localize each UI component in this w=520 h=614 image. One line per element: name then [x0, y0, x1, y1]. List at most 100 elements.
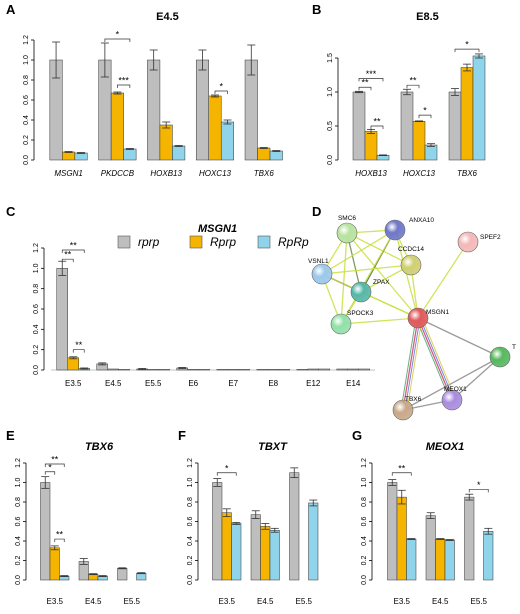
significance-bracket	[454, 48, 480, 53]
chart-title: TBX6	[85, 441, 114, 453]
category-label: E4.5	[105, 379, 122, 388]
bar-Rprp	[67, 357, 79, 371]
y-tick-label: 0.4	[187, 536, 194, 546]
category-label: HOXB13	[150, 169, 182, 178]
y-tick-label: 0.0	[15, 575, 22, 585]
significance-label: **	[409, 76, 417, 86]
network-edge	[417, 241, 469, 319]
network-edge	[340, 229, 396, 325]
category-label: E5.5	[124, 597, 141, 606]
network-edge	[346, 232, 412, 266]
significance-label: **	[373, 117, 381, 127]
bar-RpRp	[198, 369, 210, 371]
bar-rprp	[256, 369, 268, 371]
y-tick-label: 0.0	[23, 155, 30, 165]
significance-bracket	[44, 463, 65, 467]
panel-letter: C	[6, 204, 16, 219]
category-label: E7	[228, 379, 238, 388]
network-node-spef2	[457, 231, 479, 253]
significance-bracket	[406, 84, 420, 89]
bar-rprp	[250, 514, 261, 581]
y-tick-label: 0.2	[33, 345, 40, 355]
y-tick-label: 0.2	[187, 556, 194, 566]
bar-Rprp	[208, 95, 222, 161]
legend-label-RpRp: RpRp	[278, 235, 309, 249]
bar-rprp	[400, 91, 414, 161]
panel-f: F TBXT 0.0 0.2 0.4 0.6 0.8 1.0 1.2 E3.5 E4.5 E5.5 *	[178, 428, 319, 606]
panel-a: A E4.5 0.0 0.2 0.4 0.6 0.8 1.0 1.2 MSGN1 PKDCCB HOX…	[6, 2, 283, 178]
network-node-label: CCDC14	[398, 246, 424, 253]
panel-letter: E	[6, 428, 15, 443]
bar-RpRp	[318, 368, 330, 371]
network-edge	[321, 264, 412, 275]
bar-rprp	[464, 496, 475, 581]
bar-Rprp	[107, 368, 119, 371]
y-tick-label: 0.0	[33, 365, 40, 375]
category-label: E3.5	[394, 597, 411, 606]
significance-bracket	[214, 90, 228, 94]
category-label: MSGN1	[54, 169, 82, 178]
chart-title: E4.5	[156, 11, 179, 23]
y-tick-label: 1.2	[187, 458, 194, 468]
panel-g: G MEOX1 0.0 0.2 0.4 0.6 0.8 1.0 1.2 E3.5 E4.5 E5.5 *…	[352, 428, 494, 606]
bar-Rprp	[227, 369, 239, 371]
y-tick-label: 1.2	[15, 458, 22, 468]
y-tick-label: 0.4	[23, 115, 30, 125]
network-edge	[406, 317, 423, 411]
category-label: E4.5	[85, 597, 102, 606]
category-label: E5.5	[296, 597, 313, 606]
significance-label: *	[423, 106, 427, 116]
significance-label: **	[361, 78, 369, 88]
y-tick-label: 0.4	[15, 536, 22, 546]
network-edge	[451, 356, 501, 401]
category-label: E12	[306, 379, 321, 388]
significance-bracket	[391, 472, 412, 476]
bar-RpRp	[231, 523, 242, 581]
category-label: E8	[268, 379, 278, 388]
bar-Rprp	[147, 369, 159, 371]
network-node-smc6	[336, 222, 358, 244]
bar-Rprp	[260, 526, 271, 581]
network-node-label: MEOX1	[444, 386, 467, 393]
panel-letter: G	[352, 428, 362, 443]
bar-RpRp	[158, 369, 170, 371]
network-node-label: ZPAX	[373, 279, 390, 286]
network-node-spock3	[330, 313, 352, 335]
legend-swatch-Rprp	[189, 235, 203, 249]
network-edge	[340, 232, 348, 325]
category-label: E6	[188, 379, 198, 388]
y-tick-label: 1.0	[187, 478, 194, 488]
significance-bracket	[418, 114, 432, 119]
bar-rprp	[56, 268, 68, 371]
category-label: E5.5	[471, 597, 488, 606]
y-tick-label: 0.2	[361, 556, 368, 566]
significance-bracket	[117, 84, 131, 88]
network-edge	[404, 317, 421, 411]
significance-bracket	[54, 538, 65, 543]
y-tick-label: 0.0	[327, 155, 334, 165]
category-label: E4.5	[432, 597, 449, 606]
significance-bracket	[72, 349, 85, 353]
y-tick-label: 0.4	[33, 324, 40, 334]
category-label: E14	[346, 379, 361, 388]
y-tick-label: 0.0	[187, 575, 194, 585]
y-tick-label: 0.8	[361, 497, 368, 507]
y-tick-label: 1.0	[361, 478, 368, 488]
y-tick-label: 1.5	[327, 53, 334, 63]
bar-RpRp	[308, 502, 319, 581]
network-node-label: MSGN1	[426, 309, 450, 316]
category-label: E3.5	[65, 379, 82, 388]
significance-label: **	[75, 340, 83, 350]
network-node-msgn1	[407, 307, 429, 329]
bar-Rprp	[267, 369, 279, 371]
bar-rprp	[296, 369, 308, 371]
network-node-meox1	[441, 389, 463, 411]
category-label: HOXB13	[355, 169, 387, 178]
y-tick-label: 1.2	[33, 243, 40, 253]
network-node-label: T	[512, 344, 516, 351]
network-edge	[402, 356, 501, 411]
y-tick-label: 0.8	[33, 284, 40, 294]
significance-label: **	[398, 463, 406, 473]
bar-rprp	[448, 91, 462, 161]
